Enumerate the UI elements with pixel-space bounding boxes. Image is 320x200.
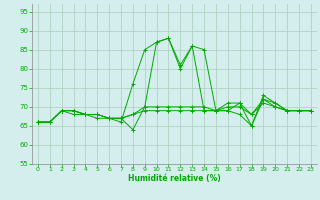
X-axis label: Humidité relative (%): Humidité relative (%) xyxy=(128,174,221,183)
